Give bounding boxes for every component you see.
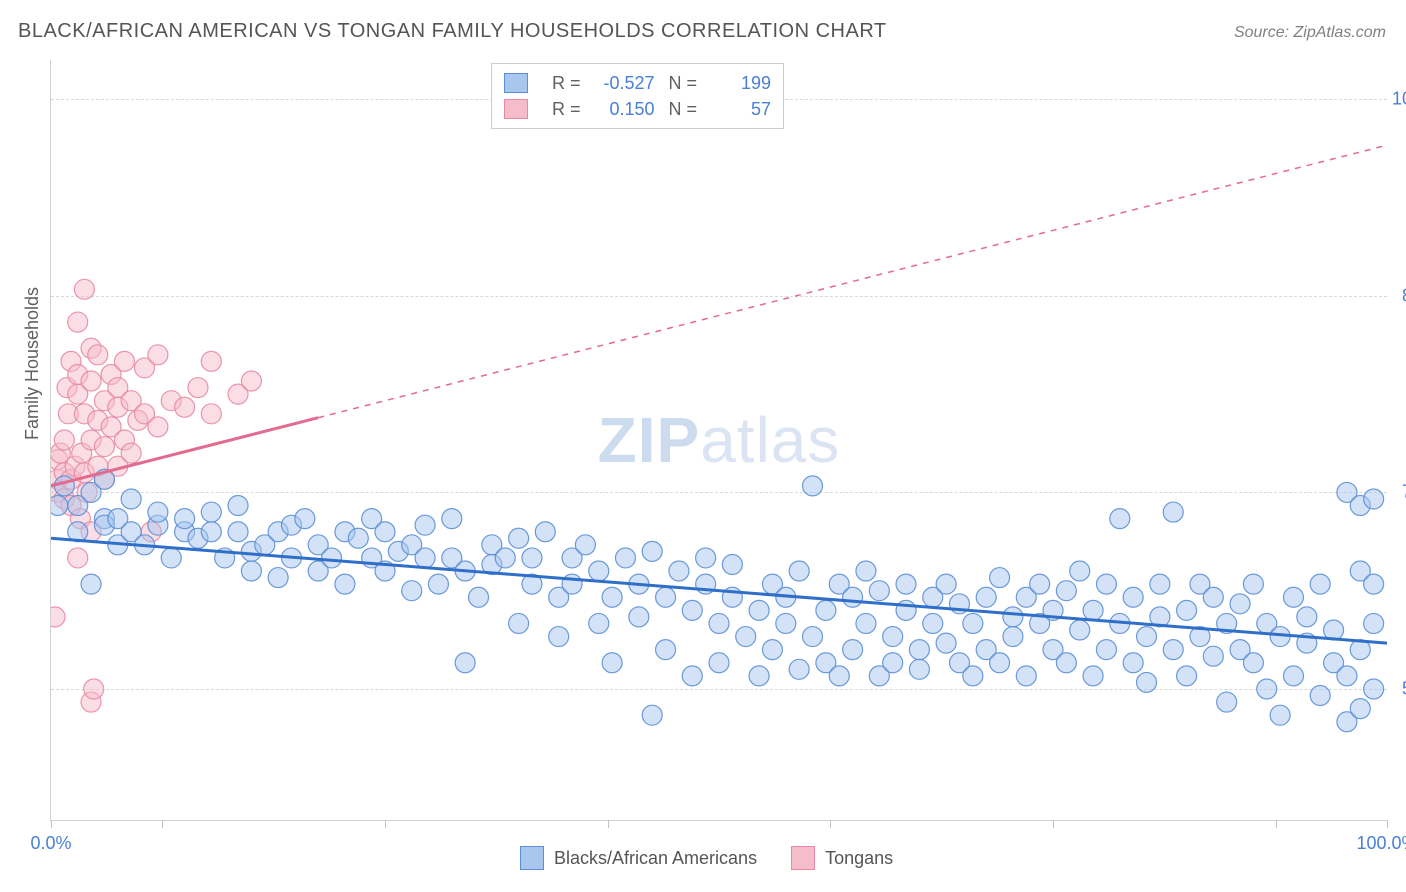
xtick [385, 820, 386, 828]
chart-container: BLACK/AFRICAN AMERICAN VS TONGAN FAMILY … [0, 0, 1406, 892]
xtick [1387, 820, 1388, 828]
source-label: Source: ZipAtlas.com [1234, 24, 1386, 42]
legend-item-blue: Blacks/African Americans [520, 846, 757, 870]
xtick-label: 100.0% [1356, 833, 1406, 854]
ytick-label: 85.0% [1402, 285, 1406, 306]
y-axis-label: Family Households [22, 287, 43, 440]
swatch-blue [504, 73, 528, 93]
legend-item-pink: Tongans [791, 846, 893, 870]
xtick [830, 820, 831, 828]
ytick-label: 100.0% [1392, 89, 1406, 110]
xtick-label: 0.0% [30, 833, 71, 854]
stats-row-1: R = -0.527 N = 199 [504, 70, 771, 96]
stats-row-2: R = 0.150 N = 57 [504, 96, 771, 122]
swatch-pink [504, 99, 528, 119]
legend-swatch-pink [791, 846, 815, 870]
chart-svg [51, 60, 1387, 820]
legend-swatch-blue [520, 846, 544, 870]
xtick [1053, 820, 1054, 828]
legend-label-pink: Tongans [825, 848, 893, 869]
xtick [51, 820, 52, 828]
xtick [608, 820, 609, 828]
xtick [162, 820, 163, 828]
bottom-legend: Blacks/African Americans Tongans [520, 846, 893, 870]
chart-title: BLACK/AFRICAN AMERICAN VS TONGAN FAMILY … [18, 20, 887, 43]
ytick-label: 70.0% [1402, 482, 1406, 503]
xtick [1276, 820, 1277, 828]
ytick-label: 55.0% [1402, 678, 1406, 699]
plot-area: ZIPatlas R = -0.527 N = 199 R = 0.150 N … [50, 60, 1387, 821]
stats-legend-box: R = -0.527 N = 199 R = 0.150 N = 57 [491, 63, 784, 129]
legend-label-blue: Blacks/African Americans [554, 848, 757, 869]
